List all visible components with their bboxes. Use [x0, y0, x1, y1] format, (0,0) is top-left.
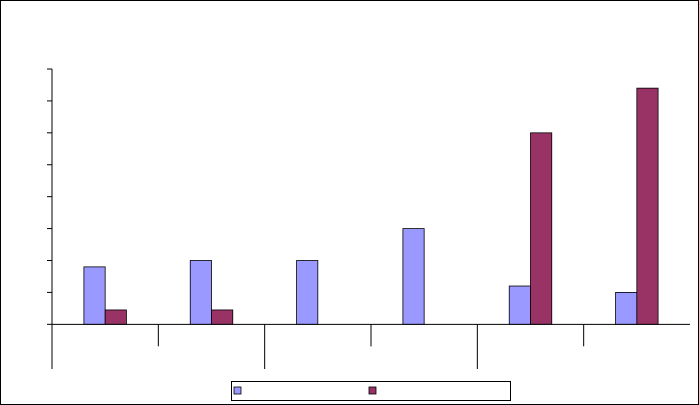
bar: [83, 266, 106, 325]
legend-swatch: [233, 386, 242, 395]
legend-swatch: [368, 386, 377, 395]
bar: [296, 260, 319, 325]
bar: [402, 228, 425, 325]
bar: [508, 285, 531, 325]
bar: [189, 260, 212, 325]
bar: [104, 309, 127, 325]
bar: [615, 292, 638, 325]
bar: [636, 87, 659, 325]
bar: [211, 309, 234, 325]
bar: [530, 132, 553, 325]
